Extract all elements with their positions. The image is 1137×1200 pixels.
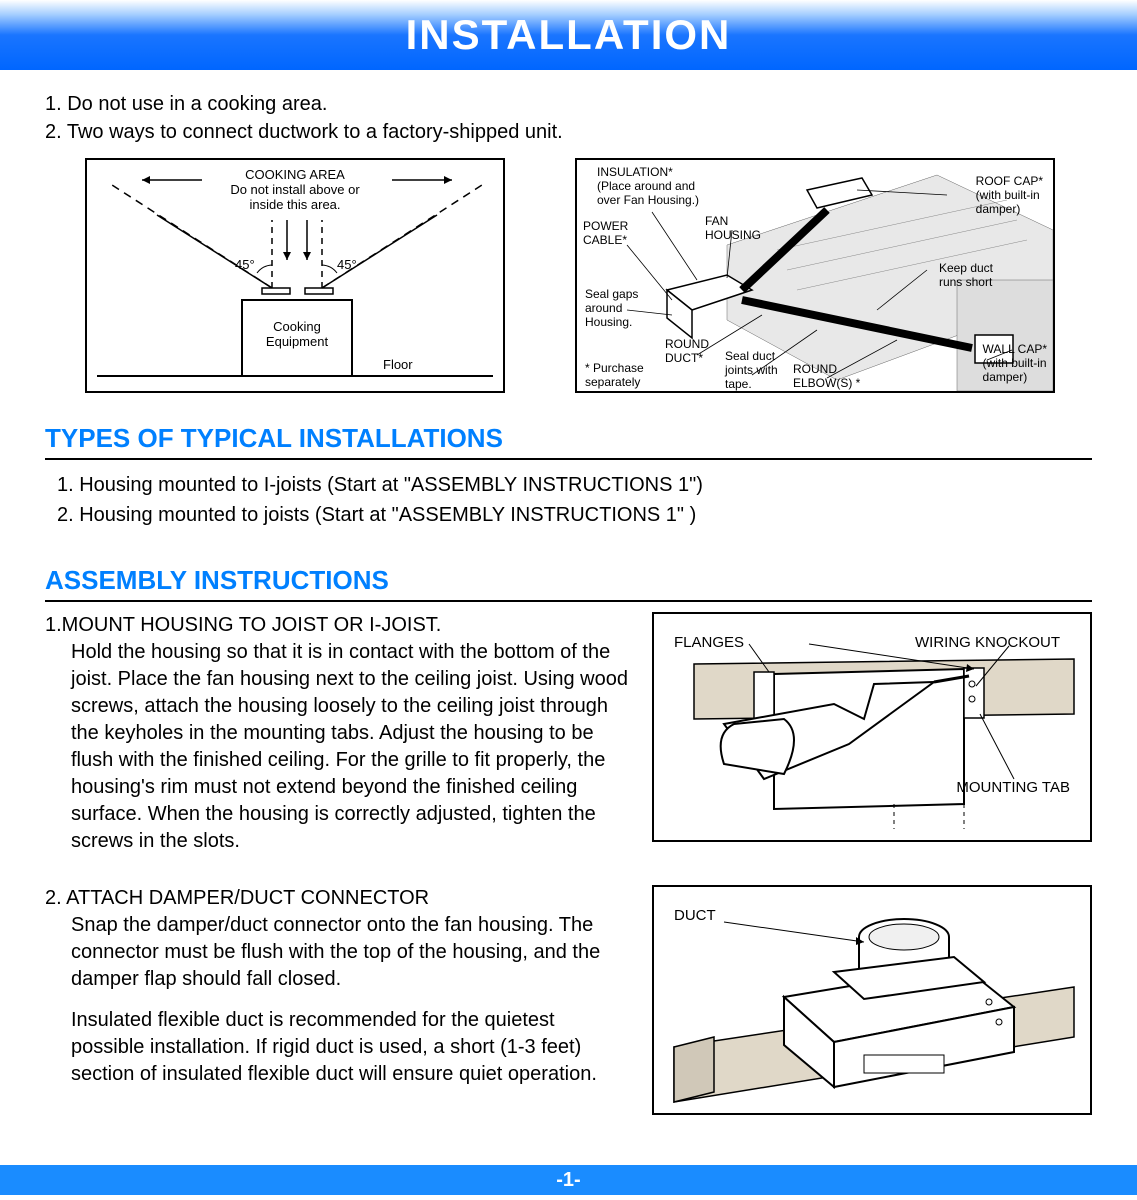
cooking-l2: Do not install above or — [87, 183, 503, 198]
wiring-knockout-label: WIRING KNOCKOUT — [915, 634, 1060, 651]
step-2-row: 2. ATTACH DAMPER/DUCT CONNECTOR Snap the… — [45, 885, 1092, 1115]
step-2-para: Insulated flexible duct is recommended f… — [45, 1007, 632, 1088]
duct-label: DUCT — [674, 907, 716, 924]
round-duct-label: ROUND DUCT* — [665, 338, 709, 366]
intro-item-2: 2. Two ways to connect ductwork to a fac… — [45, 118, 1092, 146]
fan-housing-label: FAN HOUSING — [705, 215, 761, 243]
step-1-text: 1.MOUNT HOUSING TO JOIST OR I-JOIST. Hol… — [45, 612, 632, 855]
types-heading: TYPES OF TYPICAL INSTALLATIONS — [45, 423, 1092, 460]
cooking-l1: COOKING AREA — [87, 168, 503, 183]
footer-bar: -1- — [0, 1165, 1137, 1195]
step-1-body: Hold the housing so that it is in contac… — [45, 639, 632, 855]
diagram-ductwork: INSULATION* (Place around and over Fan H… — [575, 158, 1055, 393]
intro-list: 1. Do not use in a cooking area. 2. Two … — [45, 90, 1092, 146]
angle-left: 45° — [235, 258, 255, 273]
cooking-equipment-label: Cooking Equipment — [242, 320, 352, 350]
types-item-2: 2. Housing mounted to joists (Start at "… — [57, 500, 1092, 530]
cooking-l3: inside this area. — [87, 198, 503, 213]
power-cable-label: POWER CABLE* — [583, 220, 628, 248]
intro-item-1: 1. Do not use in a cooking area. — [45, 90, 1092, 118]
step-2-title: 2. ATTACH DAMPER/DUCT CONNECTOR — [45, 885, 632, 912]
insulation-label: INSULATION* (Place around and over Fan H… — [597, 166, 699, 207]
step2-svg — [654, 887, 1090, 1113]
page-title: INSTALLATION — [406, 11, 732, 59]
types-list: 1. Housing mounted to I-joists (Start at… — [45, 470, 1092, 530]
step-2-text: 2. ATTACH DAMPER/DUCT CONNECTOR Snap the… — [45, 885, 632, 1088]
cooking-area-label: COOKING AREA Do not install above or ins… — [87, 168, 503, 213]
page-number: -1- — [556, 1169, 580, 1192]
diagram-cooking-area: COOKING AREA Do not install above or ins… — [85, 158, 505, 393]
roof-cap-label: ROOF CAP* (with built-in damper) — [976, 175, 1043, 216]
wall-cap-label: WALL CAP* (with built-in damper) — [983, 343, 1047, 384]
diagrams-row: COOKING AREA Do not install above or ins… — [45, 158, 1092, 393]
types-item-1: 1. Housing mounted to I-joists (Start at… — [57, 470, 1092, 500]
content-area: 1. Do not use in a cooking area. 2. Two … — [0, 70, 1137, 1165]
seal-gaps-label: Seal gaps around Housing. — [585, 288, 638, 329]
step-2-diagram: DUCT — [652, 885, 1092, 1115]
mounting-tab-label: MOUNTING TAB — [956, 779, 1070, 796]
assembly-heading: ASSEMBLY INSTRUCTIONS — [45, 565, 1092, 602]
header-banner: INSTALLATION — [0, 0, 1137, 70]
step-1-row: 1.MOUNT HOUSING TO JOIST OR I-JOIST. Hol… — [45, 612, 1092, 855]
floor-label: Floor — [383, 358, 413, 373]
purchase-label: * Purchase separately — [585, 362, 644, 390]
step-1-diagram: FLANGES WIRING KNOCKOUT MOUNTING TAB — [652, 612, 1092, 842]
keep-short-label: Keep duct runs short — [939, 262, 993, 290]
seal-joints-label: Seal duct joints with tape. — [725, 350, 778, 391]
step-1-title: 1.MOUNT HOUSING TO JOIST OR I-JOIST. — [45, 612, 632, 639]
round-elbow-label: ROUND ELBOW(S) * — [793, 363, 860, 391]
step-2-body: Snap the damper/duct connector onto the … — [45, 912, 632, 993]
flanges-label: FLANGES — [674, 634, 744, 651]
angle-right: 45° — [337, 258, 357, 273]
